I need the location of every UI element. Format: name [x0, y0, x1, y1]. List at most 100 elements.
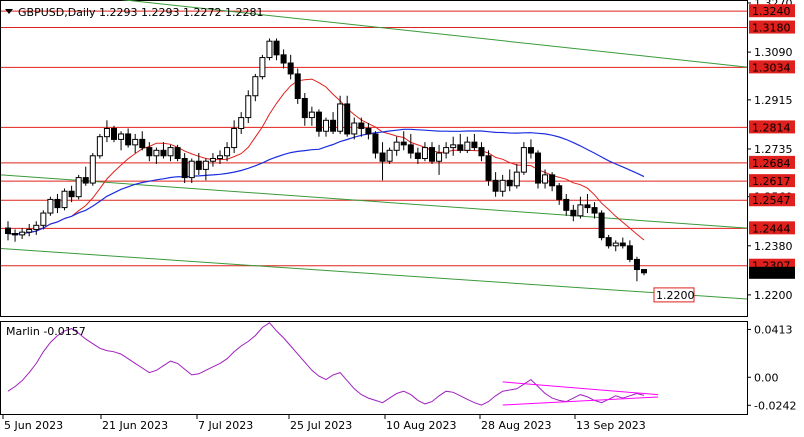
candle — [12, 229, 19, 242]
candle — [612, 240, 619, 252]
candle — [153, 147, 160, 164]
candle-body — [421, 147, 428, 160]
candle — [626, 240, 633, 263]
candle-body — [570, 209, 577, 217]
candle-body — [372, 133, 379, 154]
indicator-title: Marlin -0.0157 — [6, 325, 86, 338]
candle-body — [337, 103, 344, 132]
candle — [26, 223, 33, 237]
candle — [103, 120, 110, 143]
x-tick-label: 10 Aug 2023 — [386, 419, 456, 432]
candle-body — [231, 127, 238, 149]
candle-body — [323, 119, 329, 132]
x-tick-label: 7 Jul 2023 — [198, 419, 253, 432]
level-label-box — [749, 120, 795, 134]
candle — [33, 221, 40, 235]
candle — [266, 38, 273, 61]
candle — [139, 131, 146, 151]
candle — [563, 193, 570, 216]
candle — [506, 169, 513, 192]
candle — [273, 38, 280, 61]
candle — [252, 73, 259, 102]
candle — [393, 136, 400, 156]
candle — [217, 150, 223, 164]
candle-body — [118, 133, 125, 140]
candle-body — [478, 147, 485, 157]
candle-body — [513, 171, 520, 187]
osc-tick-label: 0.00 — [754, 371, 779, 384]
candle-body — [188, 160, 195, 179]
candle — [167, 144, 174, 162]
y-tick-label: 1.3090 — [754, 46, 793, 59]
dropdown-triangle-icon[interactable] — [5, 9, 13, 14]
candle — [301, 93, 308, 126]
candle-body — [365, 127, 372, 135]
candle — [245, 90, 252, 124]
level-label-text: 1.3180 — [752, 22, 791, 35]
candle — [471, 133, 478, 151]
candle-body — [633, 258, 640, 271]
level-label-text: 1.2814 — [752, 121, 791, 134]
candle-body — [542, 174, 549, 184]
level-label-text: 1.3240 — [752, 5, 791, 18]
candle-body — [308, 111, 315, 119]
candle-body — [464, 141, 471, 151]
candle-body — [273, 40, 280, 56]
candle-body — [301, 97, 308, 119]
candle — [75, 174, 82, 200]
candle-body — [499, 179, 506, 192]
level-label-box — [749, 20, 795, 34]
divergence-line — [502, 381, 659, 396]
candle — [492, 172, 499, 197]
candle-body — [450, 144, 457, 149]
candle — [160, 142, 167, 159]
candle-body — [436, 152, 443, 162]
candle-body — [111, 127, 117, 140]
candle — [443, 142, 450, 159]
symbol-ohlc-text: GBPUSD,Daily 1.2293 1.2293 1.2272 1.2281 — [18, 6, 263, 19]
candle — [224, 142, 231, 162]
current-price-box — [749, 266, 795, 279]
candle — [641, 269, 647, 276]
level-label-box — [749, 155, 795, 169]
candle-body — [471, 141, 478, 149]
candle-body — [535, 152, 541, 184]
candle-body — [160, 149, 167, 157]
candle-body — [400, 141, 407, 146]
candle-body — [549, 174, 556, 187]
candle-body — [379, 152, 386, 162]
candle-body — [252, 76, 259, 97]
candle-body — [330, 119, 337, 132]
candle — [337, 95, 344, 134]
candle-body — [584, 204, 591, 209]
candle — [591, 202, 598, 219]
candle-body — [429, 147, 435, 162]
target-label-text: 1.2200 — [656, 289, 695, 302]
candle — [82, 166, 89, 186]
candle-body — [132, 138, 139, 146]
candle — [111, 125, 117, 143]
candle-body — [407, 144, 414, 154]
x-tick-label: 21 Jun 2023 — [102, 419, 168, 432]
candle-body — [619, 242, 626, 247]
candle-body — [54, 198, 61, 209]
chart-header: GBPUSD,Daily 1.2293 1.2293 1.2272 1.2281 — [5, 6, 263, 19]
x-tick-label: 25 Jul 2023 — [290, 419, 352, 432]
candle — [344, 95, 351, 137]
candle-body — [181, 158, 188, 179]
candle — [89, 153, 96, 186]
candle — [188, 158, 195, 184]
candle-body — [414, 152, 421, 159]
candle — [457, 133, 464, 154]
candle-body — [492, 179, 499, 192]
candle-body — [259, 57, 266, 78]
candle — [520, 142, 527, 175]
candle-body — [626, 245, 633, 260]
candle — [125, 128, 132, 148]
candle-body — [47, 198, 54, 214]
candle-body — [577, 204, 584, 217]
y-tick-label: 1.2735 — [754, 143, 793, 156]
candle — [386, 147, 393, 164]
